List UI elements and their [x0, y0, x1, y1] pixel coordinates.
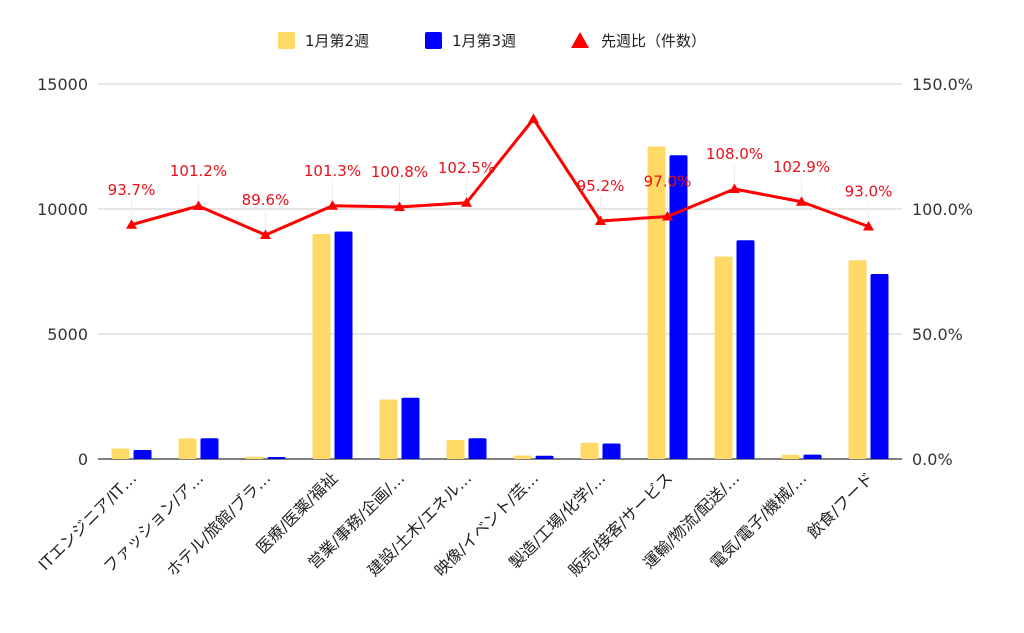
legend-marker-series-3: [571, 32, 589, 48]
line-point: [662, 211, 673, 221]
bar-series-1: [178, 438, 197, 459]
line-point: [193, 200, 204, 210]
chart-legend: 1月第2週 1月第3週 先週比（件数）: [278, 32, 706, 50]
line-point: [796, 196, 807, 206]
data-label: 101.3%: [304, 162, 361, 180]
line-point: [260, 229, 271, 239]
left-axis-ticks: 0 5000 10000 15000: [37, 75, 88, 469]
data-label: 102.9%: [773, 158, 830, 176]
legend-item-series-3: 先週比（件数）: [571, 32, 706, 50]
bar-series-1: [312, 234, 331, 459]
data-label: 93.0%: [845, 183, 893, 201]
bar-series-1: [580, 442, 599, 459]
line-series: [126, 113, 874, 239]
right-tick-label: 0.0%: [912, 450, 953, 469]
data-label: 108.0%: [706, 145, 763, 163]
legend-item-series-2: 1月第3週: [425, 32, 516, 50]
data-label: 95.2%: [577, 177, 625, 195]
bar-series-1: [714, 256, 733, 459]
data-label: 102.5%: [438, 159, 495, 177]
line-series-3: [131, 117, 870, 237]
line-point: [327, 200, 338, 210]
data-label: 97.0%: [644, 173, 692, 191]
bar-series-2: [133, 450, 152, 459]
bar-series-2: [602, 443, 621, 459]
bar-series: [111, 146, 889, 459]
bar-series-1: [848, 260, 867, 459]
line-point: [528, 113, 539, 123]
bar-series-2: [401, 397, 420, 459]
bar-series-2: [535, 455, 554, 459]
data-label: 101.2%: [170, 162, 227, 180]
legend-label-series-1: 1月第2週: [305, 32, 369, 50]
legend-swatch-series-2: [425, 32, 442, 49]
data-label: 100.8%: [371, 163, 428, 181]
bar-series-2: [870, 274, 889, 459]
data-labels: 93.7% 101.2% 89.6% 101.3% 100.8% 102.5% 95.2% 9…: [108, 145, 893, 229]
gridlines: [98, 83, 902, 460]
bar-series-1: [446, 440, 465, 459]
line-point: [461, 197, 472, 207]
line-point: [863, 221, 874, 231]
bar-series-2: [267, 457, 286, 459]
left-tick-label: 0: [78, 450, 88, 469]
legend-label-series-3: 先週比（件数）: [601, 32, 706, 50]
bar-series-2: [200, 438, 219, 459]
legend-swatch-series-1: [278, 32, 295, 49]
legend-label-series-2: 1月第3週: [452, 32, 516, 50]
category-label: 飲食/フード: [804, 468, 878, 542]
bar-series-2: [468, 438, 487, 459]
data-label: 93.7%: [108, 181, 156, 199]
bar-series-2: [803, 454, 822, 459]
right-axis-ticks: 0.0% 50.0% 100.0% 150.0%: [912, 75, 973, 469]
left-tick-label: 15000: [37, 75, 88, 94]
left-tick-label: 5000: [47, 325, 88, 344]
line-point: [394, 201, 405, 211]
bar-series-1: [379, 399, 398, 459]
bar-series-1: [111, 448, 130, 459]
line-point: [126, 219, 137, 229]
left-tick-label: 10000: [37, 200, 88, 219]
bar-series-1: [781, 454, 800, 459]
line-point: [729, 183, 740, 193]
data-label: 89.6%: [242, 191, 290, 209]
right-tick-label: 100.0%: [912, 200, 973, 219]
right-tick-label: 50.0%: [912, 325, 963, 344]
bar-series-2: [736, 240, 755, 459]
line-point: [595, 215, 606, 225]
bar-series-1: [245, 456, 264, 459]
bar-series-2: [334, 231, 353, 459]
right-tick-label: 150.0%: [912, 75, 973, 94]
bar-series-1: [513, 455, 532, 459]
category-labels: ITエンジニア/IT…ファッション/ア…ホテル/旅館/ブラ…医療/医薬/福祉営業…: [35, 468, 878, 580]
bar-series-2: [669, 155, 688, 459]
bar-series-1: [647, 146, 666, 459]
legend-item-series-1: 1月第2週: [278, 32, 369, 50]
